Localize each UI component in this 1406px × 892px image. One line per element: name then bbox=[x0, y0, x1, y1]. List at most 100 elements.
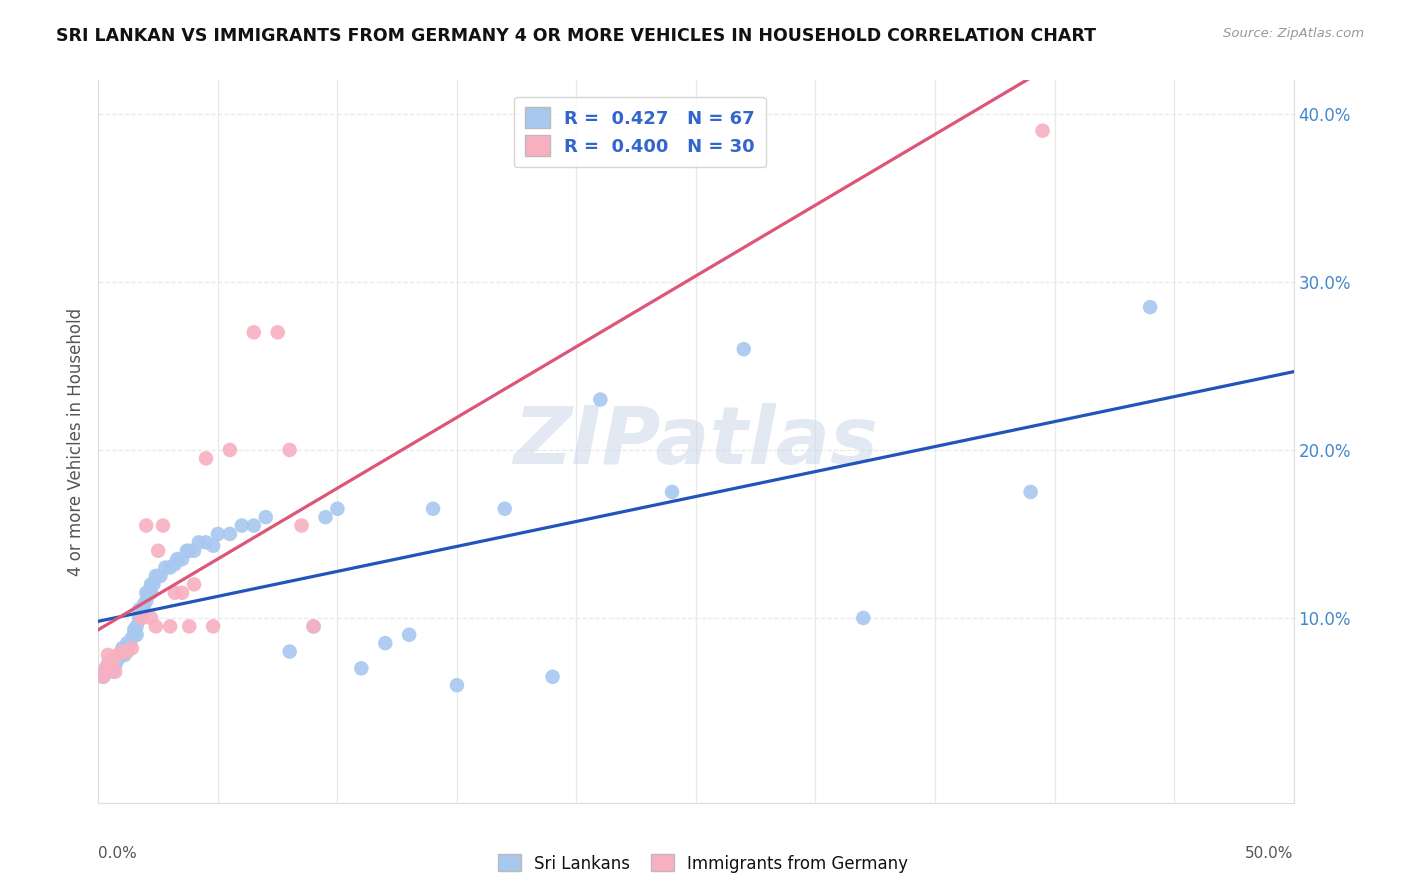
Point bbox=[97, 661, 120, 675]
Point bbox=[98, 661, 122, 675]
Point bbox=[326, 501, 349, 516]
Point bbox=[91, 670, 114, 684]
Point bbox=[231, 518, 253, 533]
Point bbox=[135, 594, 157, 608]
Point bbox=[97, 657, 120, 671]
Point bbox=[1139, 300, 1161, 314]
Text: Source: ZipAtlas.com: Source: ZipAtlas.com bbox=[1223, 27, 1364, 40]
Point bbox=[121, 641, 143, 656]
Point bbox=[159, 560, 181, 574]
Point bbox=[101, 653, 124, 667]
Point bbox=[148, 569, 170, 583]
Point bbox=[195, 535, 218, 549]
Point bbox=[94, 661, 117, 675]
Point bbox=[135, 586, 157, 600]
Point bbox=[187, 535, 209, 549]
Point bbox=[125, 628, 148, 642]
Point bbox=[852, 611, 875, 625]
Point bbox=[135, 518, 157, 533]
Point bbox=[145, 619, 167, 633]
Text: SRI LANKAN VS IMMIGRANTS FROM GERMANY 4 OR MORE VEHICLES IN HOUSEHOLD CORRELATIO: SRI LANKAN VS IMMIGRANTS FROM GERMANY 4 … bbox=[56, 27, 1097, 45]
Point bbox=[101, 665, 124, 679]
Point bbox=[114, 648, 136, 662]
Point bbox=[302, 619, 325, 633]
Point bbox=[139, 577, 162, 591]
Point bbox=[115, 636, 138, 650]
Point bbox=[139, 611, 162, 625]
Point bbox=[1032, 124, 1054, 138]
Point bbox=[142, 577, 165, 591]
Point bbox=[350, 661, 373, 675]
Point bbox=[267, 326, 290, 340]
Point bbox=[132, 602, 155, 616]
Point bbox=[111, 644, 134, 658]
Point bbox=[661, 485, 683, 500]
Point bbox=[302, 619, 325, 633]
Point bbox=[107, 653, 129, 667]
Point bbox=[111, 648, 134, 662]
Point bbox=[398, 628, 420, 642]
Point bbox=[118, 636, 141, 650]
Point bbox=[1019, 485, 1042, 500]
Point bbox=[243, 326, 266, 340]
Point bbox=[207, 527, 229, 541]
Point bbox=[219, 442, 242, 457]
Point bbox=[202, 539, 225, 553]
Point bbox=[159, 619, 181, 633]
Point bbox=[128, 602, 150, 616]
Point bbox=[163, 586, 186, 600]
Point bbox=[138, 586, 160, 600]
Point bbox=[278, 644, 301, 658]
Point bbox=[172, 586, 194, 600]
Point bbox=[291, 518, 314, 533]
Point bbox=[155, 560, 177, 574]
Point bbox=[179, 619, 201, 633]
Point bbox=[121, 631, 143, 645]
Point bbox=[315, 510, 337, 524]
Point bbox=[278, 442, 301, 457]
Point bbox=[139, 586, 162, 600]
Point bbox=[446, 678, 468, 692]
Point bbox=[202, 619, 225, 633]
Point bbox=[91, 670, 114, 684]
Y-axis label: 4 or more Vehicles in Household: 4 or more Vehicles in Household bbox=[66, 308, 84, 575]
Point bbox=[179, 543, 201, 558]
Point bbox=[131, 611, 153, 625]
Point bbox=[145, 569, 167, 583]
Point bbox=[152, 518, 174, 533]
Point bbox=[111, 644, 134, 658]
Point bbox=[124, 623, 146, 637]
Legend: R =  0.427   N = 67, R =  0.400   N = 30: R = 0.427 N = 67, R = 0.400 N = 30 bbox=[513, 96, 766, 167]
Point bbox=[183, 543, 205, 558]
Point bbox=[183, 577, 205, 591]
Point bbox=[541, 670, 564, 684]
Point bbox=[589, 392, 612, 407]
Point bbox=[166, 552, 188, 566]
Text: 50.0%: 50.0% bbox=[1246, 847, 1294, 861]
Point bbox=[733, 342, 755, 356]
Point bbox=[115, 644, 138, 658]
Point bbox=[124, 628, 146, 642]
Point bbox=[98, 658, 122, 673]
Text: 0.0%: 0.0% bbox=[98, 847, 138, 861]
Point bbox=[149, 569, 172, 583]
Point bbox=[494, 501, 516, 516]
Point bbox=[422, 501, 444, 516]
Point bbox=[94, 661, 117, 675]
Point bbox=[132, 598, 155, 612]
Point bbox=[111, 641, 134, 656]
Point bbox=[176, 543, 198, 558]
Point bbox=[131, 611, 153, 625]
Point bbox=[128, 611, 150, 625]
Point bbox=[374, 636, 396, 650]
Point bbox=[97, 648, 120, 662]
Point bbox=[115, 641, 138, 656]
Text: ZIPatlas: ZIPatlas bbox=[513, 402, 879, 481]
Point bbox=[148, 543, 170, 558]
Point bbox=[163, 558, 186, 572]
Point bbox=[219, 527, 242, 541]
Point bbox=[243, 518, 266, 533]
Point bbox=[104, 658, 127, 673]
Point bbox=[104, 665, 127, 679]
Point bbox=[125, 619, 148, 633]
